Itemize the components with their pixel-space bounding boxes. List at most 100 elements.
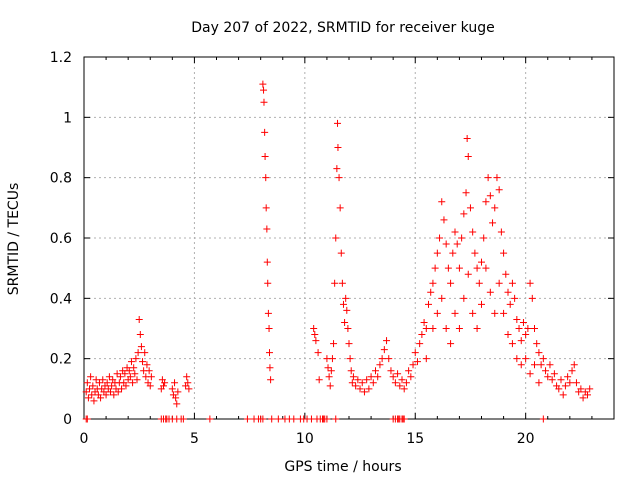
data-point: [89, 382, 97, 390]
data-point: [484, 174, 492, 182]
data-point: [372, 367, 379, 375]
data-point-zero: [259, 415, 267, 423]
data-point: [511, 294, 519, 302]
data-point: [262, 204, 270, 212]
data-point-zero: [206, 415, 214, 423]
data-point: [324, 364, 332, 372]
x-tick-label: 20: [517, 431, 535, 447]
data-point: [160, 382, 167, 390]
data-point: [442, 325, 450, 332]
data-point: [103, 379, 111, 387]
data-point-zero: [274, 415, 282, 423]
y-tick-label: 1.2: [50, 50, 72, 66]
data-point: [566, 379, 574, 387]
data-point: [482, 198, 490, 206]
data-point: [405, 367, 413, 375]
data-point: [172, 394, 180, 402]
data-point: [132, 355, 140, 363]
data-point: [493, 174, 501, 182]
y-tick-label: 0.2: [50, 352, 72, 368]
data-point: [314, 349, 322, 357]
x-axis-label: GPS time / hours: [284, 459, 401, 475]
data-point: [559, 391, 567, 399]
data-point: [526, 279, 534, 287]
data-point: [134, 349, 142, 357]
data-point: [413, 358, 421, 366]
data-point: [327, 367, 335, 375]
data-point: [141, 349, 149, 357]
data-point: [451, 228, 459, 236]
data-point: [263, 225, 271, 233]
data-point: [114, 388, 122, 396]
data-point: [584, 391, 591, 399]
data-point: [184, 379, 192, 387]
data-point: [348, 379, 356, 387]
data-point: [482, 264, 490, 272]
data-point: [341, 318, 349, 326]
data-point: [522, 355, 530, 363]
data-point: [517, 337, 525, 345]
data-point: [539, 355, 547, 363]
data-point: [337, 249, 345, 257]
data-point: [416, 340, 424, 348]
data-point: [460, 210, 468, 218]
data-point: [513, 315, 521, 323]
data-point: [544, 373, 552, 381]
data-points: [82, 80, 594, 423]
data-point: [369, 379, 377, 387]
data-point: [402, 379, 410, 387]
data-point: [387, 367, 395, 375]
data-point: [508, 279, 516, 287]
data-point-zero: [323, 415, 331, 423]
data-point: [383, 337, 391, 345]
data-point: [478, 258, 485, 266]
data-point: [491, 204, 499, 212]
data-point: [310, 325, 318, 332]
data-point: [328, 355, 336, 363]
data-point: [469, 309, 477, 317]
data-point: [524, 325, 532, 332]
data-point: [84, 394, 92, 402]
y-tick-label: 0: [63, 412, 72, 428]
data-point: [358, 379, 366, 387]
x-tick-label: 0: [80, 431, 89, 447]
data-point: [449, 249, 457, 257]
data-point: [129, 379, 137, 387]
data-point: [311, 331, 319, 339]
data-point-zero: [179, 415, 187, 423]
data-point: [267, 376, 275, 384]
data-point: [486, 192, 494, 200]
data-point: [438, 198, 446, 206]
data-point: [455, 264, 463, 272]
data-point: [345, 340, 353, 348]
ticks: 0 5 10 15 20 0 0.2 0.4 0.6 0.8 1 1.2: [50, 50, 615, 447]
data-point: [396, 382, 404, 390]
data-point: [546, 361, 554, 369]
data-point: [87, 373, 95, 381]
data-point: [146, 382, 154, 390]
data-point: [344, 325, 352, 332]
data-point: [347, 367, 355, 375]
data-point: [264, 309, 272, 317]
data-point: [118, 385, 126, 393]
data-point: [579, 394, 587, 402]
data-point: [95, 379, 103, 387]
data-point: [135, 315, 143, 323]
data-point: [261, 153, 269, 161]
data-point: [97, 394, 105, 402]
data-point: [139, 358, 147, 366]
data-point: [183, 373, 191, 381]
data-point: [400, 385, 408, 393]
data-point: [440, 216, 448, 224]
data-point: [506, 300, 514, 308]
data-point: [147, 373, 155, 381]
data-point: [332, 234, 340, 242]
x-tick-label: 10: [296, 431, 314, 447]
data-point: [455, 325, 463, 332]
data-point: [491, 309, 499, 317]
data-point: [391, 379, 399, 387]
data-point: [398, 376, 406, 384]
data-point: [495, 186, 503, 194]
data-point: [367, 373, 375, 381]
